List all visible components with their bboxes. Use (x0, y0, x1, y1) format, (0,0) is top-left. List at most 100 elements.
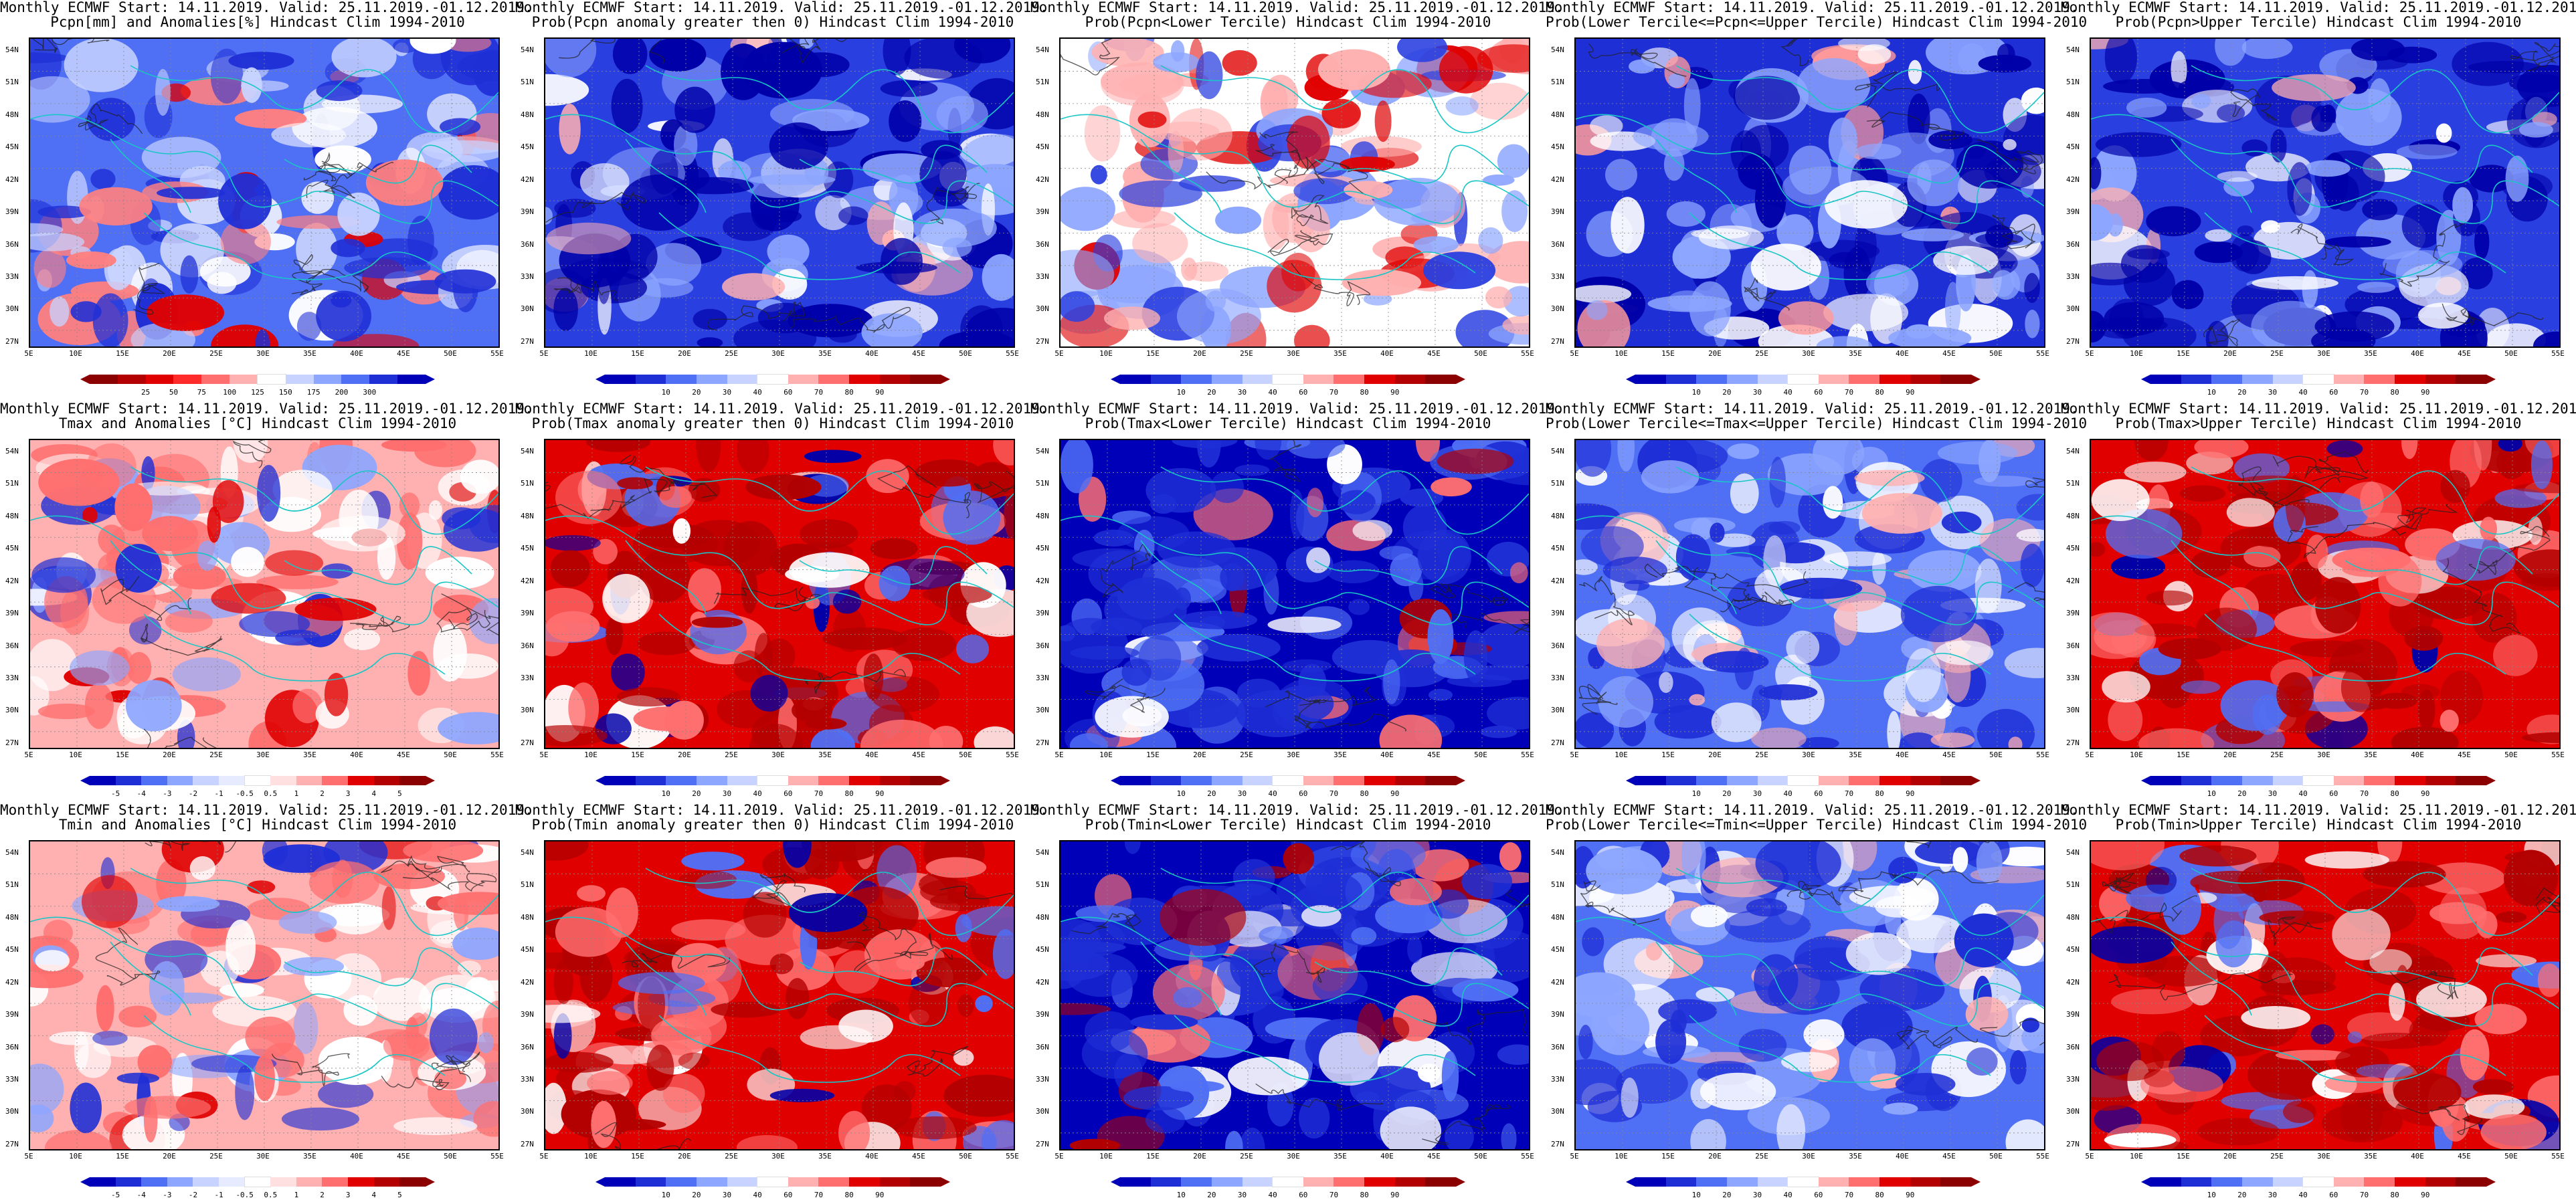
contour-line (1588, 43, 1687, 77)
colorbar-label: 20 (2237, 388, 2247, 397)
field-blob (478, 1032, 494, 1054)
lat-tick-label: 48N (1036, 110, 1049, 119)
colorbar-min-arrow (1626, 1177, 1635, 1187)
field-blob (586, 440, 650, 452)
lat-tick-label: 36N (1036, 1042, 1049, 1051)
field-blob (1124, 841, 1141, 854)
lon-tick-label: 35E (818, 750, 832, 759)
field-blob (438, 712, 498, 744)
lon-tick-label: 55E (2036, 349, 2049, 358)
field-blob (1418, 1064, 1441, 1083)
map-area (1574, 840, 2045, 1150)
panel-title-line1: Monthly ECMWF Start: 14.11.2019. Valid: … (0, 401, 533, 417)
field-blob (545, 1082, 567, 1134)
field-blob (2327, 661, 2367, 673)
field-blob (407, 651, 430, 696)
colorbar-swatch (757, 1177, 789, 1187)
field-blob (429, 1008, 478, 1066)
lon-tick-label: 40E (1896, 349, 1909, 358)
lon-tick-label: 20E (1193, 349, 1206, 358)
field-blob (1477, 622, 1529, 669)
field-blob (591, 1100, 617, 1148)
panel-title: Monthly ECMWF Start: 14.11.2019. Valid: … (0, 0, 533, 29)
colorbar-swatch (1818, 1177, 1849, 1187)
colorbar-max-arrow (1971, 375, 1981, 384)
field-blob (545, 1051, 614, 1073)
field-blob (2016, 528, 2044, 542)
field-blob (1004, 487, 1014, 540)
lat-tick-label: 51N (521, 78, 534, 87)
field-blob (2215, 39, 2247, 66)
contour-line (1265, 686, 1377, 708)
colorbar (595, 374, 951, 385)
colorbar-swatch (635, 375, 666, 384)
colorbar-swatch (2241, 1177, 2273, 1187)
colorbar-swatch (2272, 1177, 2304, 1187)
field-blob (1380, 1106, 1442, 1149)
lon-tick-label: 40E (1896, 750, 1909, 759)
colorbar-swatch (173, 375, 202, 384)
colorbar-label: 175 (306, 388, 320, 397)
field-blob (2435, 123, 2452, 143)
field-blob (296, 312, 322, 341)
contour-line (1422, 1009, 1527, 1045)
field-blob (2092, 145, 2137, 202)
colorbar-label: 40 (1268, 1191, 1277, 1199)
panel-title-line2: Prob(Lower Tercile<=Tmin<=Upper Tercile)… (1546, 817, 2088, 833)
contour-line (2389, 971, 2459, 999)
contour-line (303, 152, 353, 181)
field-blob (1683, 78, 1701, 134)
field-blob (1872, 551, 1886, 585)
field-blob (319, 515, 405, 552)
colorbar-swatch (322, 776, 349, 785)
colorbar-swatch (1333, 776, 1365, 785)
coastline (30, 515, 498, 625)
field-blob (785, 566, 840, 583)
field-blob (156, 896, 220, 912)
field-blob (745, 474, 822, 500)
field-blob (76, 1043, 112, 1078)
coastline (645, 466, 1014, 535)
colorbar-swatch (2395, 375, 2425, 384)
field-blob (2025, 310, 2040, 338)
lon-tick-label: 10E (2130, 1152, 2143, 1161)
field-blob (1413, 236, 1459, 254)
field-blob (1930, 732, 1975, 748)
field-blob (1816, 336, 1873, 346)
colorbar-label: 50 (169, 388, 179, 397)
field-blob (2494, 488, 2547, 508)
field-blob (1941, 511, 1982, 534)
field-blob (1978, 54, 2031, 73)
field-blob (1070, 645, 1139, 660)
field-blob (883, 39, 911, 76)
field-blob (546, 222, 632, 255)
colorbar-swatch (2272, 375, 2304, 384)
colorbar-label: 125 (251, 388, 264, 397)
contour-line (431, 1051, 480, 1082)
field-blob (1497, 1044, 1529, 1065)
colorbar-swatch (244, 1177, 272, 1187)
field-blob (1751, 727, 1807, 748)
colorbar-swatch (1242, 776, 1273, 785)
panel-title-line2: Prob(Tmax>Upper Tercile) Hindcast Clim 1… (2115, 415, 2522, 431)
field-blob (750, 675, 788, 712)
panel-title-line2: Prob(Pcpn anomaly greater then 0) Hindca… (531, 14, 1014, 30)
coastline (1061, 515, 1529, 625)
field-blob (2260, 950, 2291, 1000)
lat-tick-label: 39N (1036, 1010, 1049, 1019)
field-blob (1439, 45, 1493, 94)
field-blob (2091, 542, 2106, 557)
field-blob (769, 122, 828, 170)
field-blob (1663, 148, 1685, 181)
lon-tick-label: 45E (2458, 750, 2471, 759)
lat-tick-label: 48N (1551, 110, 1564, 119)
field-blob (1423, 252, 1496, 290)
lat-tick-label: 39N (1551, 1010, 1564, 1019)
field-blob (965, 308, 1014, 346)
lat-tick-label: 27N (5, 738, 19, 747)
field-blob (2356, 1064, 2413, 1078)
colorbar-swatch (1364, 375, 1395, 384)
field-blob (2496, 911, 2527, 923)
coastline (1140, 138, 1222, 213)
field-blob (2290, 640, 2365, 658)
